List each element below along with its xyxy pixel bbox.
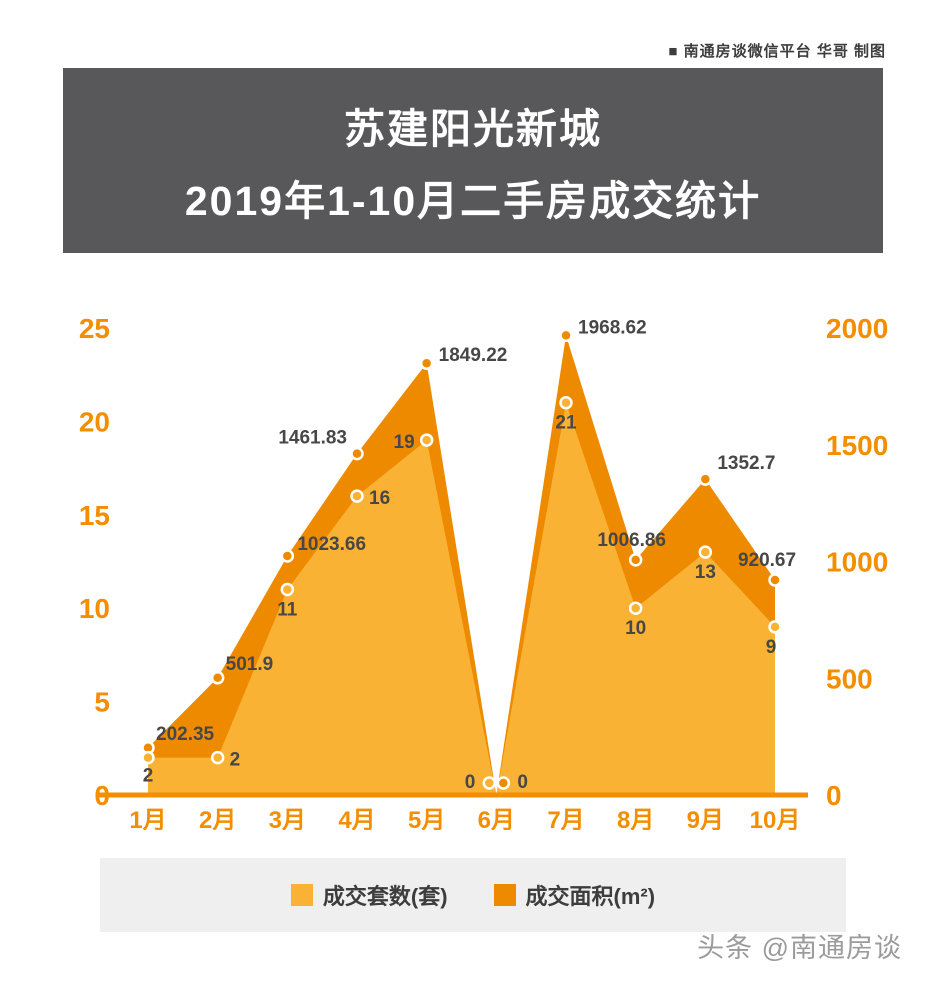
watermark: 头条 @南通房谈 <box>697 933 902 963</box>
units-series-point-data-label: 19 <box>394 432 415 453</box>
x-axis-label: 3月 <box>269 807 306 830</box>
units-series-point-data-label: 10 <box>625 618 646 639</box>
left-axis-tick-label: 25 <box>79 313 110 344</box>
right-axis-tick-label: 2000 <box>826 313 888 344</box>
page-title-line2: 2019年1-10月二手房成交统计 <box>184 177 762 224</box>
page-title-line1: 苏建阳光新城 <box>344 105 602 152</box>
units-series-point-marker <box>768 620 782 634</box>
x-axis-label: 6月 <box>478 807 515 830</box>
legend-item-units: 成交套数(套) <box>290 879 448 911</box>
units-series-point-data-label: 2 <box>143 766 154 787</box>
x-axis-label: 4月 <box>338 807 375 830</box>
legend-item-area: 成交面积(m²) <box>493 879 656 911</box>
area-series-point-marker <box>210 671 225 685</box>
left-axis-tick-label: 20 <box>79 406 110 437</box>
area-series-point-data-label: 1849.22 <box>439 345 508 366</box>
chart-area: 0 5 10 15 20 25 0 500 1000 1500 2000 1月 2月 3月 4月 5月 6月 7月… <box>0 290 946 830</box>
left-axis-tick-label: 0 <box>94 780 110 811</box>
area-series-point-data-label: 501.9 <box>226 654 274 675</box>
area-series-label: 成交面积(m²) <box>525 884 656 909</box>
area-series-point-data-label: 1006.86 <box>597 530 666 551</box>
area-series-swatch <box>493 884 516 906</box>
left-axis-tick-label: 15 <box>79 500 110 531</box>
area-series-point-data-label: 202.35 <box>156 724 215 745</box>
right-axis-tick-label: 1500 <box>826 430 888 461</box>
units-series-point-data-label: 9 <box>766 637 777 658</box>
area-series-point-marker <box>419 356 434 370</box>
area-series-point-data-label: 1352.7 <box>717 453 775 474</box>
area-series-point-data-label: 1461.83 <box>278 428 347 449</box>
units-series-point-data-label: 16 <box>369 488 390 509</box>
x-axis-label: 9月 <box>687 807 724 830</box>
x-axis-label: 1月 <box>129 807 166 830</box>
area-series-point-data-label: 920.67 <box>738 550 796 571</box>
units-series-point-marker <box>482 776 497 790</box>
right-axis-tick-label: 1000 <box>826 547 888 578</box>
units-series-point-marker <box>210 750 225 765</box>
left-axis-tick-label: 5 <box>94 687 110 718</box>
units-series-point-marker <box>628 601 643 615</box>
x-axis-label: 7月 <box>547 807 584 830</box>
right-axis-tick-label: 500 <box>826 663 873 694</box>
units-series-point-marker <box>350 489 364 503</box>
right-axis-tick-label: 0 <box>826 780 842 811</box>
units-series-point-data-label: 13 <box>695 562 716 583</box>
units-series-point-data-label: 21 <box>555 413 577 434</box>
area-series-point-marker <box>559 328 573 343</box>
units-series-point-data-label: 0 <box>465 772 476 793</box>
area-series-point-marker <box>628 553 643 567</box>
units-series-point-marker <box>698 545 713 559</box>
x-axis-label: 5月 <box>408 807 445 830</box>
chart-legend: 成交套数(套) 成交面积(m²) <box>100 858 846 932</box>
area-series-point-marker <box>280 549 295 563</box>
units-series-polygon <box>148 402 775 795</box>
area-series-point-marker <box>698 472 713 486</box>
area-series-point-marker <box>496 776 511 790</box>
units-series-swatch <box>290 884 313 906</box>
left-axis-tick-label: 10 <box>79 593 110 624</box>
units-series-point-data-label: 2 <box>230 750 241 771</box>
attribution-text: ■ 南通房谈微信平台 华哥 制图 <box>668 43 886 60</box>
area-series-point-marker <box>768 573 782 587</box>
units-series-label: 成交套数(套) <box>322 884 448 909</box>
area-series-point-data-label: 1968.62 <box>578 317 647 338</box>
units-series-point-data-label: 11 <box>277 600 298 621</box>
units-series-point-marker <box>141 750 155 765</box>
area-series-point-data-label: 0 <box>517 772 528 793</box>
area-series-point-data-label: 1023.66 <box>297 534 366 555</box>
title-block: 苏建阳光新城 2019年1-10月二手房成交统计 <box>63 68 883 253</box>
x-axis-label: 10月 <box>750 807 801 830</box>
units-series-point-marker <box>559 395 573 410</box>
x-axis-label: 2月 <box>199 807 236 830</box>
x-axis-label: 8月 <box>617 807 654 830</box>
units-series-point-marker <box>419 433 434 447</box>
area-series-point-marker <box>350 446 364 461</box>
units-series-point-marker <box>280 582 295 597</box>
